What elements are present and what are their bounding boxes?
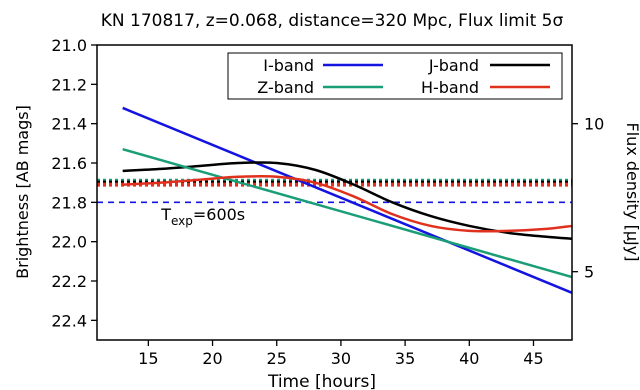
y-axis-label: Brightness [AB mags]: [13, 105, 32, 279]
legend-entry-i-band: I-band: [263, 56, 383, 75]
y-tick-label: 21.2: [51, 75, 87, 94]
x-axis-label: Time [hours]: [267, 372, 376, 390]
series-line-j-band: [122, 161, 573, 240]
y-tick-label: 22.4: [51, 311, 87, 330]
plot-area: Texp=600s: [97, 106, 573, 294]
y2-tick-label: 5: [584, 263, 594, 282]
chart-title: KN 170817, z=0.068, distance=320 Mpc, Fl…: [101, 11, 564, 31]
legend-label: H-band: [421, 78, 479, 97]
y-tick-label: 22.2: [51, 272, 87, 291]
series-line-i-band: [122, 106, 573, 294]
y-tick-label: 21.6: [51, 154, 87, 173]
y2-tick-label: 10: [584, 115, 604, 134]
series-line-z-band: [122, 148, 573, 279]
legend-entry-z-band: Z-band: [257, 78, 383, 97]
plot-frame: [96, 44, 573, 341]
legend-label: I-band: [263, 56, 314, 75]
series-line-h-band: [122, 174, 573, 233]
legend-entry-j-band: J-band: [428, 56, 550, 75]
x-tick-label: 25: [267, 349, 287, 368]
x-tick-label: 45: [523, 349, 543, 368]
x-tick-label: 40: [459, 349, 479, 368]
exposure-annotation: Texp=600s: [160, 205, 245, 228]
y-tick-label: 22.0: [51, 233, 87, 252]
legend: I-band J-band Z-band H-band: [227, 52, 563, 100]
x-tick-label: 30: [331, 349, 351, 368]
y2-axis-label: Flux density [μJy]: [623, 123, 640, 262]
legend-box: [227, 52, 563, 100]
x-tick-label: 35: [395, 349, 415, 368]
y-tick-label: 21.0: [51, 36, 87, 55]
y-tick-label: 21.8: [51, 193, 87, 212]
x-tick-label: 20: [202, 349, 222, 368]
legend-label: Z-band: [257, 78, 314, 97]
y-tick-label: 21.4: [51, 115, 87, 134]
legend-label: J-band: [428, 56, 479, 75]
legend-entry-h-band: H-band: [421, 78, 550, 97]
x-tick-label: 15: [138, 349, 158, 368]
